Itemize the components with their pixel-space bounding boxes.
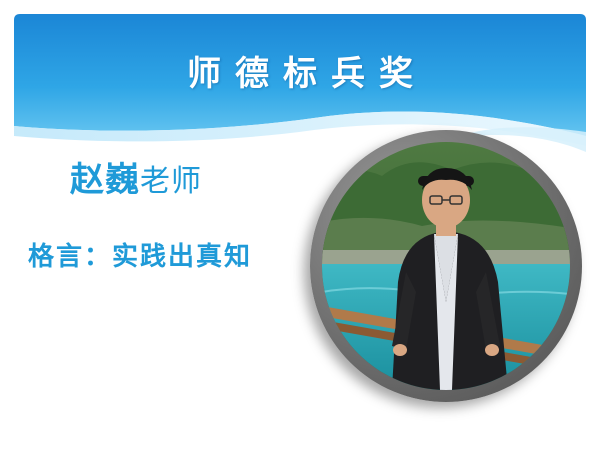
award-title: 师德标兵奖 (187, 54, 427, 94)
teacher-name-text: 赵巍 (70, 160, 140, 200)
motto-line: 格言：实践出真知 (28, 236, 252, 273)
motto-text: 实践出真知 (112, 242, 253, 272)
motto-label: 格言： (28, 242, 113, 272)
teacher-name: 赵巍老师 (70, 152, 202, 201)
teacher-suffix: 老师 (140, 164, 202, 199)
teacher-portrait-image (322, 142, 570, 390)
header-banner (14, 14, 586, 164)
